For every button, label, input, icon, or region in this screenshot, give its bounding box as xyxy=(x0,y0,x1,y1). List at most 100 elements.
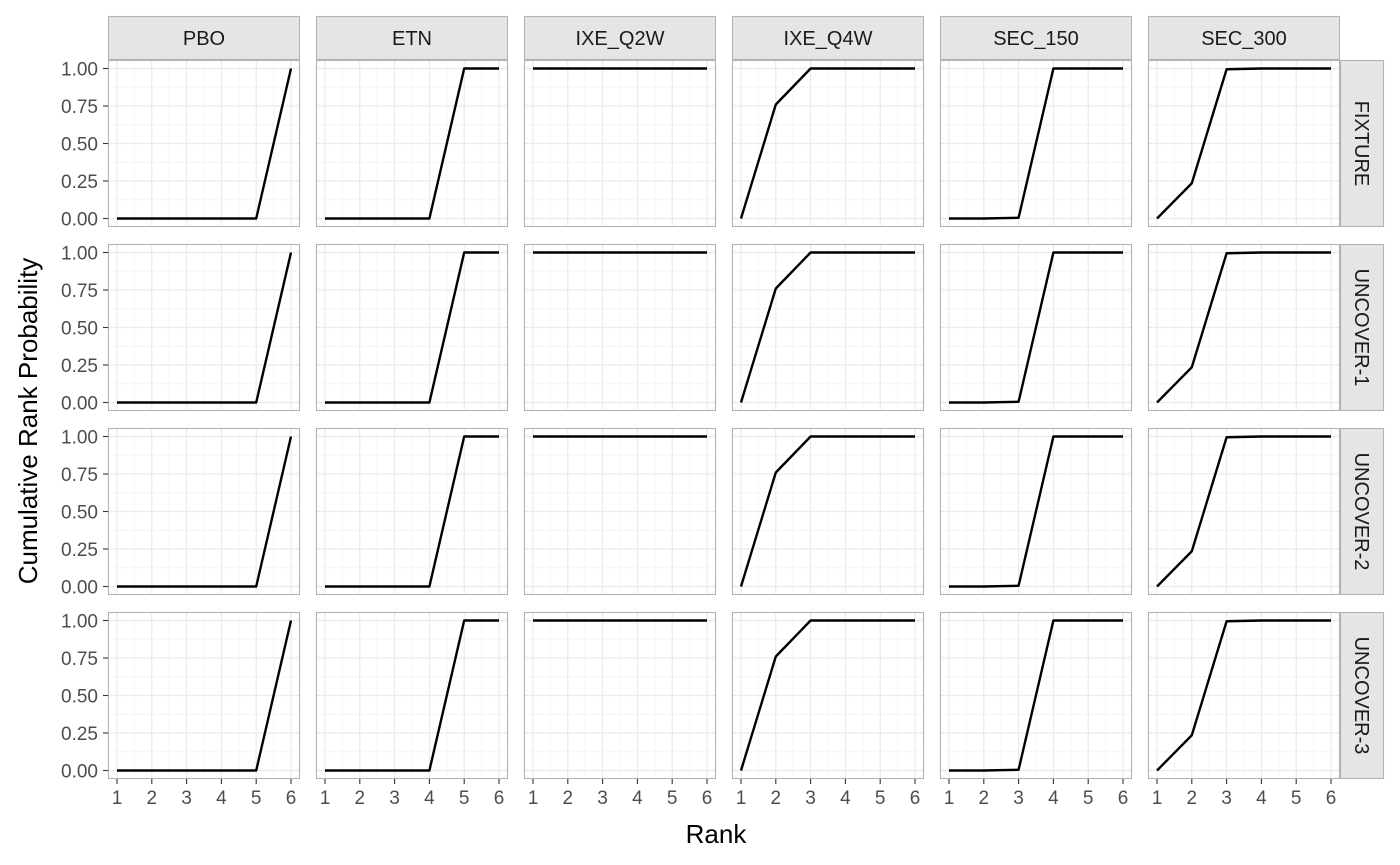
strip-UNCOVER-3: UNCOVER-3 xyxy=(1339,611,1385,780)
strip-background xyxy=(1339,243,1385,412)
x-tick-label: 1 xyxy=(112,788,123,809)
strip-IXE_Q4W: IXE_Q4W xyxy=(731,15,925,61)
panel-border xyxy=(523,611,717,780)
panel-IXE_Q2W-FIXTURE xyxy=(523,59,717,228)
strip-label: IXE_Q4W xyxy=(784,28,873,50)
x-tick-label: 5 xyxy=(459,788,470,809)
panel-ETN-FIXTURE xyxy=(315,59,509,228)
strip-label: FIXTURE xyxy=(1350,101,1372,187)
strip-SEC_300: SEC_300 xyxy=(1147,15,1341,61)
series-line-SEC_150-UNCOVER-3 xyxy=(949,619,1123,772)
series-line-SEC_300-FIXTURE xyxy=(1156,67,1331,220)
strip-background xyxy=(1339,59,1385,228)
y-axis-title: Cumulative Rank Probability xyxy=(13,258,43,585)
panel-IXE_Q2W-UNCOVER-1 xyxy=(523,243,717,412)
strip-label: IXE_Q2W xyxy=(576,28,665,50)
panel-SEC_300-UNCOVER-3 xyxy=(1147,611,1341,780)
y-tick-label: 0.25 xyxy=(61,724,98,745)
y-tick-label: 0.50 xyxy=(61,503,98,524)
x-tick-label: 6 xyxy=(286,788,297,809)
x-axis-title: Rank xyxy=(686,819,748,849)
y-tick-label: 0.75 xyxy=(61,465,98,486)
strip-background xyxy=(939,15,1133,61)
y-tick-label: 0.25 xyxy=(61,172,98,193)
x-tick-label: 5 xyxy=(251,788,262,809)
x-tick-label: 4 xyxy=(424,788,435,809)
panel-IXE_Q2W-UNCOVER-3 xyxy=(523,611,717,780)
panel-border xyxy=(107,243,301,412)
x-tick-label: 3 xyxy=(1221,788,1232,809)
x-tick-label: 6 xyxy=(1118,788,1129,809)
series-line-IXE_Q4W-UNCOVER-2 xyxy=(739,435,915,587)
series-line-SEC_150-UNCOVER-1 xyxy=(949,251,1123,404)
panel-PBO-UNCOVER-3 xyxy=(107,611,301,780)
panel-border xyxy=(1147,243,1341,412)
x-tick-label: 5 xyxy=(1291,788,1302,809)
x-tick-label: 6 xyxy=(910,788,921,809)
strip-label: UNCOVER-1 xyxy=(1350,269,1372,387)
strip-UNCOVER-2: UNCOVER-2 xyxy=(1339,427,1385,596)
panel-border xyxy=(315,611,509,780)
y-tick-label: 0.00 xyxy=(61,762,98,783)
x-tick-label: 6 xyxy=(702,788,713,809)
x-tick-label: 4 xyxy=(632,788,643,809)
strip-background xyxy=(1339,611,1385,780)
x-tick-label: 6 xyxy=(494,788,505,809)
panel-border xyxy=(315,59,509,228)
strip-ETN: ETN xyxy=(315,15,509,61)
y-tick-label: 0.75 xyxy=(61,649,98,670)
y-tick-label: 0.75 xyxy=(61,281,98,302)
panel-PBO-UNCOVER-2 xyxy=(107,427,301,596)
panel-PBO-FIXTURE xyxy=(107,59,301,228)
series-line-SEC_150-UNCOVER-2 xyxy=(949,435,1123,588)
column-strips: PBO ETN IXE_Q2W IXE_Q4W SEC_150 SEC_300 xyxy=(107,15,1341,61)
panel-border xyxy=(107,427,301,596)
x-tick-label: 4 xyxy=(216,788,227,809)
x-tick-label: 3 xyxy=(181,788,192,809)
x-tick-label: 3 xyxy=(389,788,400,809)
y-tick-label: 0.50 xyxy=(61,135,98,156)
x-tick-label: 3 xyxy=(1013,788,1024,809)
x-tick-label: 5 xyxy=(667,788,678,809)
y-tick-label: 0.00 xyxy=(61,394,98,415)
y-axis: 0.00 0.25 0.50 0.75 1.00 0.00 0.25 0.50 0.75 1.00… xyxy=(61,60,108,783)
panel-ETN-UNCOVER-1 xyxy=(315,243,509,412)
panel-IXE_Q4W-UNCOVER-1 xyxy=(731,243,925,412)
panel-border xyxy=(939,243,1133,412)
y-tick-label: 0.00 xyxy=(61,210,98,231)
strip-label: PBO xyxy=(183,28,225,50)
panel-border xyxy=(731,611,925,780)
series-line-ETN-UNCOVER-3 xyxy=(325,619,499,772)
x-tick-label: 1 xyxy=(1152,788,1163,809)
strip-label: UNCOVER-2 xyxy=(1350,453,1372,571)
y-tick-label: 0.75 xyxy=(61,97,98,118)
x-axis: 1 2 3 4 5 6 1 2 3 4 5 6 1 2 3 4 5 6 1 2 3 4 5 6 1 2 3 4 5 6 1 2 3 4 5 6 xyxy=(112,779,1336,809)
x-tick-label: 2 xyxy=(355,788,366,809)
panel-border xyxy=(107,611,301,780)
x-tick-label: 2 xyxy=(771,788,782,809)
series-line-ETN-UNCOVER-1 xyxy=(325,251,499,404)
series-line-PBO-UNCOVER-3 xyxy=(117,620,293,772)
y-tick-label: 0.25 xyxy=(61,356,98,377)
strip-background xyxy=(1339,427,1385,596)
strip-SEC_150: SEC_150 xyxy=(939,15,1133,61)
x-tick-label: 5 xyxy=(875,788,886,809)
series-line-ETN-FIXTURE xyxy=(325,67,499,220)
series-line-SEC_300-UNCOVER-1 xyxy=(1156,251,1331,404)
panel-IXE_Q2W-UNCOVER-2 xyxy=(523,427,717,596)
series-line-IXE_Q4W-FIXTURE xyxy=(739,67,915,219)
panel-border xyxy=(315,427,509,596)
panel-border xyxy=(107,59,301,228)
x-tick-label: 2 xyxy=(1187,788,1198,809)
series-line-SEC_300-UNCOVER-2 xyxy=(1156,435,1331,588)
panel-border xyxy=(731,427,925,596)
panel-SEC_150-UNCOVER-1 xyxy=(939,243,1133,412)
x-tick-label: 2 xyxy=(563,788,574,809)
y-tick-label: 0.25 xyxy=(61,540,98,561)
panel-SEC_150-FIXTURE xyxy=(939,59,1133,228)
panel-border xyxy=(731,59,925,228)
strip-label: ETN xyxy=(392,28,432,50)
strip-PBO: PBO xyxy=(107,15,301,61)
strip-background xyxy=(731,15,925,61)
panel-ETN-UNCOVER-3 xyxy=(315,611,509,780)
